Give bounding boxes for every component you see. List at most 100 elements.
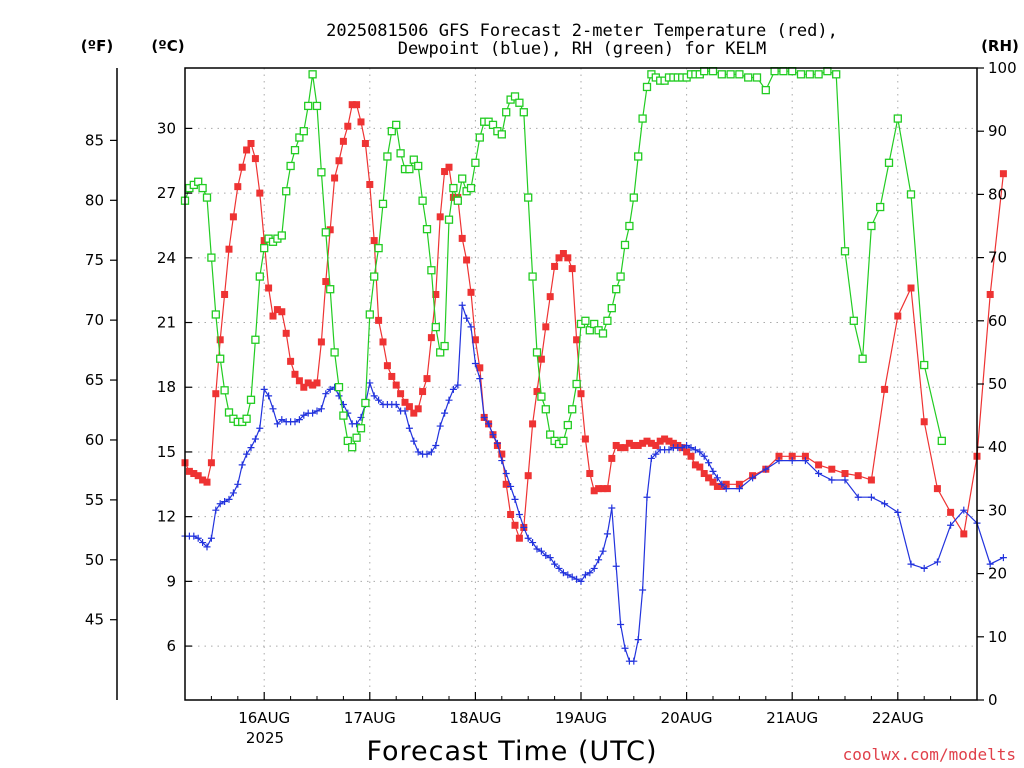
temperature-point (471, 336, 479, 344)
temperature-point (529, 420, 537, 428)
rh-point (224, 408, 234, 417)
dewpoint-point (515, 510, 523, 518)
rh-unit-label: (RH) (981, 37, 1019, 55)
temperature-point (907, 284, 915, 292)
temperature-point (700, 470, 708, 478)
dewpoint-point (788, 457, 796, 465)
dewpoint-point (520, 523, 528, 531)
temperature-point (423, 375, 431, 383)
dewpoint-point (709, 467, 717, 475)
temperature-point (546, 293, 554, 301)
fahrenheit-tick-label: 70 (85, 311, 104, 329)
temperature-point (243, 146, 251, 154)
dewpoint-point (441, 409, 449, 417)
temperature-point (608, 454, 616, 462)
temperature-point (441, 168, 449, 176)
dewpoint-point (775, 457, 783, 465)
dewpoint-point (617, 621, 625, 629)
dewpoint-point (247, 444, 255, 452)
rh-point (383, 152, 392, 161)
rh-point (524, 193, 533, 202)
rh-point (528, 272, 537, 281)
dewpoint-point (238, 461, 246, 469)
temperature-point (533, 388, 541, 396)
dewpoint-point (960, 506, 968, 514)
temperature-point (867, 476, 875, 484)
dewpoint-point (203, 543, 211, 551)
temperature-point (815, 461, 823, 469)
rh-point (537, 392, 546, 401)
temperature-point (947, 508, 955, 516)
dewpoint-point (841, 476, 849, 484)
rh-point (339, 411, 348, 420)
rh-point (849, 316, 858, 325)
year-label: 2025 (246, 729, 284, 747)
rh-point (488, 120, 498, 130)
celsius-tick-label: 24 (157, 249, 176, 267)
temperature-point (933, 485, 941, 493)
temperature-point (515, 534, 523, 542)
rh-point (317, 168, 326, 177)
temperature-point (225, 245, 233, 253)
rh-point (396, 149, 405, 158)
temperature-point (894, 312, 902, 320)
rh-point (497, 130, 506, 139)
rh-axis-ticks: 0 10 20 30 40 50 60 70 80 90 100 (977, 59, 1017, 709)
rh-point (906, 190, 916, 199)
dewpoint-point (454, 381, 462, 389)
temperature-point (696, 463, 704, 471)
temperature-point (238, 163, 246, 171)
rh-point (920, 360, 929, 370)
dewpoint-point (445, 396, 453, 404)
dewpoint-point (278, 416, 286, 424)
rh-point (466, 183, 476, 193)
rh-point (282, 187, 291, 196)
rh-point (290, 146, 300, 155)
dewpoint-point (586, 569, 594, 577)
rh-point (726, 70, 735, 79)
rh-tick-label: 0 (988, 691, 998, 709)
temperature-point (256, 189, 264, 197)
rh-point (414, 161, 423, 171)
rh-point (343, 436, 352, 446)
dewpoint-point (326, 385, 334, 393)
dewpoint-point (207, 534, 215, 542)
rh-point (867, 221, 876, 231)
celsius-tick-label: 27 (157, 184, 176, 202)
rh-point (814, 70, 823, 79)
temperature-point (630, 441, 638, 449)
temperature-point (309, 381, 317, 389)
rh-point (453, 196, 462, 205)
rh-point (629, 193, 638, 202)
temperature-point (304, 379, 312, 387)
rh-point (352, 433, 361, 442)
temperature-point (656, 437, 664, 445)
temperature-point (599, 485, 607, 493)
temperature-point (687, 452, 695, 460)
rh-point (519, 108, 528, 117)
temperature-point (427, 334, 435, 342)
fahrenheit-tick-label: 80 (85, 191, 104, 209)
rh-point (568, 405, 577, 414)
dewpoint-point (265, 392, 273, 400)
rh-point (805, 70, 814, 79)
temperature-point (445, 163, 453, 171)
temperature-point (669, 439, 677, 447)
rh-point (796, 70, 806, 79)
temperature-point (207, 459, 215, 467)
rh-point (312, 101, 322, 111)
rh-point (598, 329, 608, 338)
temperature-point (691, 461, 699, 469)
rh-point (515, 98, 524, 107)
temperature-point (577, 390, 585, 398)
temperature-point (555, 254, 563, 262)
rh-point (216, 354, 225, 363)
temperature-point (564, 254, 572, 262)
rh-point (299, 127, 308, 136)
dewpoint-point (947, 521, 955, 529)
temperature-point (287, 357, 295, 365)
celsius-tick-label: 15 (157, 443, 176, 461)
credit-link[interactable]: coolwx.com/modelts (843, 745, 1016, 764)
dewpoint-point (317, 405, 325, 413)
